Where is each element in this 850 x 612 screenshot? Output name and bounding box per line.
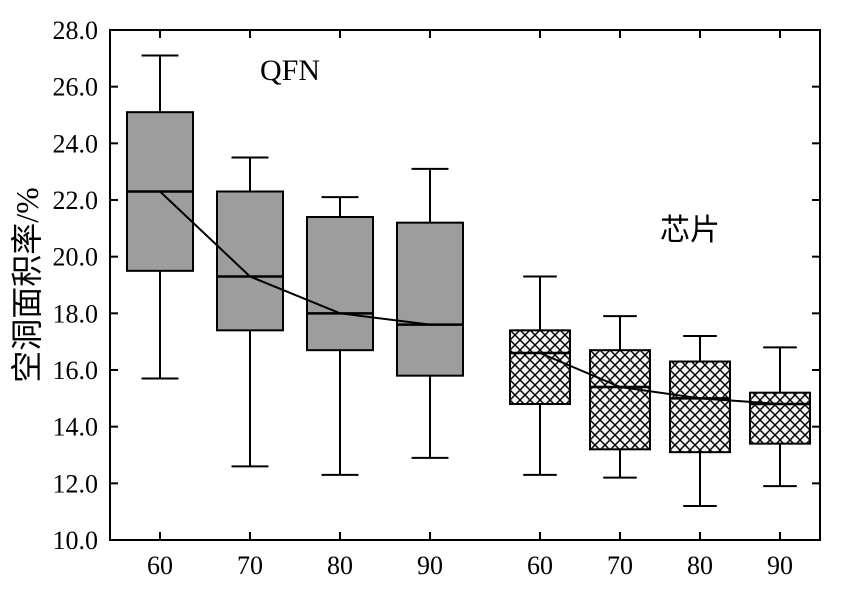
y-tick-label: 24.0 (53, 129, 99, 158)
x-tick-label: 70 (607, 551, 633, 580)
y-tick-label: 14.0 (53, 413, 99, 442)
x-tick-label: 90 (767, 551, 793, 580)
boxplot-chart: 10.0 12.0 14.0 16.0 18.0 20.0 22.0 24.0 26.0 28.0… (0, 0, 850, 612)
y-tick-label: 16.0 (53, 356, 99, 385)
box-QFN-90 (397, 223, 463, 376)
x-tick-label: 70 (237, 551, 263, 580)
group-label-QFN: QFN (260, 54, 320, 87)
box-QFN-80 (307, 217, 373, 350)
box-chip-90 (750, 393, 810, 444)
trend-chip (540, 353, 780, 404)
y-tick-label: 20.0 (53, 243, 99, 272)
box-QFN-70 (217, 192, 283, 331)
x-tick-label: 80 (687, 551, 713, 580)
y-tick-label: 28.0 (53, 16, 99, 45)
box-chip-70 (590, 350, 650, 449)
y-tick-label: 18.0 (53, 299, 99, 328)
group-label-chip: 芯片 (660, 214, 720, 247)
y-axis-label: 空洞面积率/% (9, 187, 45, 383)
box-chip-60 (510, 330, 570, 404)
x-tick-label: 90 (417, 551, 443, 580)
y-tick-label: 10.0 (53, 526, 99, 555)
y-tick-label: 26.0 (53, 73, 99, 102)
x-tick-label: 80 (327, 551, 353, 580)
y-tick-label: 22.0 (53, 186, 99, 215)
x-tick-label: 60 (527, 551, 553, 580)
box-chip-80 (670, 362, 730, 453)
y-tick-label: 12.0 (53, 469, 99, 498)
trend-QFN (160, 192, 430, 325)
x-tick-label: 60 (147, 551, 173, 580)
